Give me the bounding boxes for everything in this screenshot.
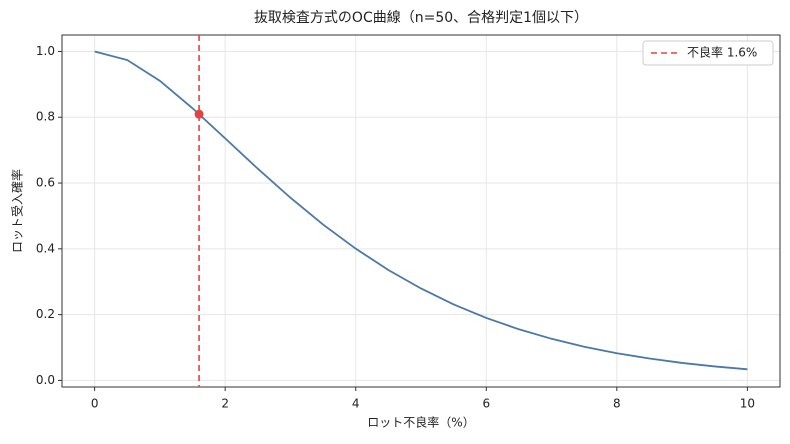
legend-box — [642, 40, 774, 66]
x-tick-label: 6 — [482, 397, 490, 411]
y-tick-label: 0.6 — [36, 176, 55, 190]
y-tick-label: 0.8 — [36, 110, 55, 124]
x-tick-label: 10 — [740, 397, 755, 411]
y-tick-label: 0.4 — [36, 241, 55, 255]
y-tick-label: 1.0 — [36, 44, 55, 58]
x-axis-label: ロット不良率（%） — [367, 415, 474, 430]
y-tick-label: 0.2 — [36, 307, 55, 321]
chart-title: 抜取検査方式のOC曲線（n=50、合格判定1個以下） — [254, 10, 588, 26]
data-line — [94, 50, 748, 371]
y-tick-label: 0.0 — [36, 373, 55, 387]
x-tick-label: 4 — [352, 397, 360, 411]
legend-label: 不良率 1.6% — [687, 45, 757, 60]
x-tick-label: 2 — [221, 397, 229, 411]
plot-frame — [61, 34, 781, 388]
y-axis-label: ロット受入確率 — [10, 169, 25, 253]
x-tick-label: 0 — [91, 397, 99, 411]
reference-point — [194, 109, 204, 119]
x-tick-label: 8 — [613, 397, 621, 411]
